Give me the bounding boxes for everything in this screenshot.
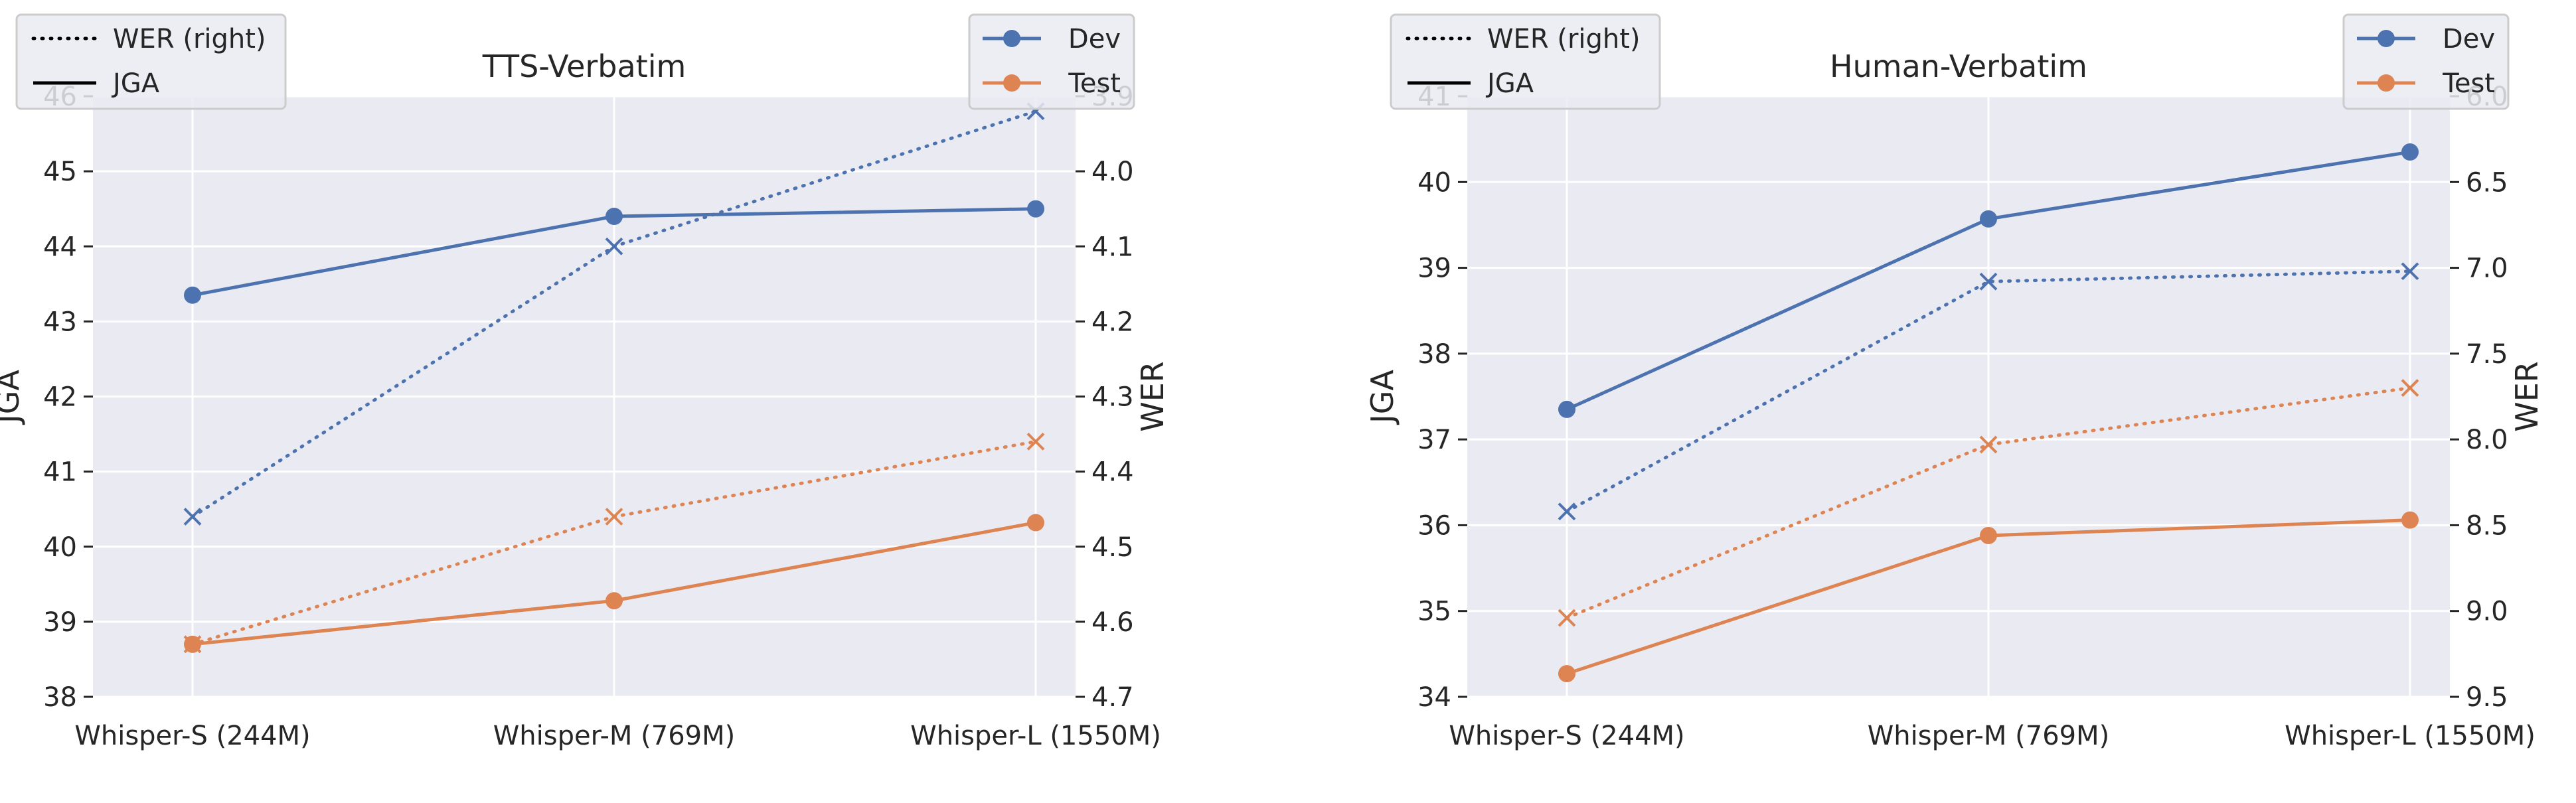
y-tick-label: 40 [1417,167,1451,198]
data-point-circle [1558,400,1575,418]
y-tick-label: 35 [1417,597,1451,627]
data-point-circle [1027,200,1044,218]
y-tick-label: 39 [43,607,77,638]
y2-tick-label: 4.0 [1091,157,1134,187]
x-tick-label: Whisper-L (1550M) [2285,721,2536,751]
data-point-circle [1558,665,1575,683]
y2-tick-label: 4.7 [1091,682,1134,713]
x-marker-stroke [183,508,202,526]
y-tick-label: 40 [43,532,77,563]
x-tick-label: Whisper-M (769M) [493,721,735,751]
y2-tick-label: 9.0 [2466,597,2508,627]
x-marker-stroke [1558,502,1576,521]
y-tick-label: 39 [1417,254,1451,284]
y2-tick-label: 4.2 [1091,307,1134,337]
data-point-x-marker [1979,435,1998,454]
data-point-circle [605,208,623,225]
x-marker-stroke [183,635,202,654]
data-point-x-marker [1558,609,1576,627]
data-point-x-marker [2401,379,2419,397]
y-axis-label: JGA [0,370,26,425]
legend-label: Dev [2443,24,2495,54]
legend-label: WER (right) [1487,24,1641,54]
y-tick-label: 43 [43,307,77,337]
data-point-x-marker [1558,502,1576,521]
y-tick-label: 38 [43,682,77,713]
y-tick-label: 41 [43,457,77,488]
data-point-x-marker [605,237,623,256]
chart-title: TTS-Verbatim [482,48,686,84]
x-tick-label: Whisper-S (244M) [1449,721,1684,751]
legend-label: Test [2442,68,2495,99]
x-marker-stroke [2401,262,2419,281]
legend-label: JGA [111,68,160,99]
legend-swatch-marker [1003,30,1020,47]
legend-linestyle: WER (right) JGA [15,13,287,110]
y2-tick-label: 8.0 [2466,425,2508,455]
legend-linestyle: WER (right) JGA [1390,13,1661,110]
y2-tick-label: 4.4 [1091,457,1134,488]
series-line-wer-dev [1565,269,2412,514]
legend-split: Dev Test [968,13,1135,110]
y2-tick-label: 4.6 [1091,607,1134,638]
x-marker-stroke [1026,432,1045,451]
y-tick-label: 38 [1417,339,1451,370]
legend-swatch-marker [2377,30,2395,47]
chart-panel-1: 3839404142434445463.94.04.14.24.34.44.54… [0,13,1170,751]
y2-tick-label: 7.5 [2466,339,2508,370]
data-point-circle [1980,526,1997,544]
data-point-x-marker [183,635,202,654]
x-marker-stroke [605,237,623,256]
chart-title: Human-Verbatim [1830,48,2087,84]
x-marker-stroke [2401,379,2419,397]
legend-swatch-marker [2377,74,2395,92]
legend-split: Dev Test [2342,13,2510,110]
data-point-circle [2401,511,2419,529]
y2-axis-label: WER [2509,361,2545,432]
y-tick-label: 34 [1417,682,1451,713]
data-point-x-marker [1026,432,1045,451]
legend-label: Test [1068,68,1121,99]
y-tick-label: 42 [43,382,77,413]
y2-tick-label: 8.5 [2466,510,2508,541]
data-point-circle [605,592,623,610]
y2-tick-label: 4.3 [1091,382,1134,413]
legend-label: JGA [1485,68,1534,99]
y-tick-label: 44 [43,232,77,262]
x-marker-stroke [1558,609,1576,627]
y2-tick-label: 7.0 [2466,254,2508,284]
y-tick-label: 37 [1417,425,1451,455]
x-marker-stroke [1979,435,1998,454]
chart-panel-2: 34353637383940416.06.57.07.58.08.59.09.5… [1364,13,2545,751]
x-tick-label: Whisper-M (769M) [1868,721,2109,751]
y-tick-label: 36 [1417,510,1451,541]
x-marker-stroke [1979,272,1998,291]
data-point-circle [184,286,201,304]
data-point-circle [2401,143,2419,161]
x-tick-label: Whisper-S (244M) [74,721,310,751]
data-point-x-marker [605,508,623,526]
y2-tick-label: 4.1 [1091,232,1134,262]
y2-axis-label: WER [1135,361,1170,432]
x-tick-label: Whisper-L (1550M) [910,721,1161,751]
legend-label: Dev [1068,24,1121,54]
y-axis-label: JGA [1364,370,1400,425]
y2-tick-label: 6.5 [2466,167,2508,198]
plot-area [1467,96,2450,697]
y2-tick-label: 9.5 [2466,682,2508,713]
legend-label: WER (right) [113,24,266,54]
data-point-x-marker [2401,262,2419,281]
y-tick-label: 45 [43,157,77,187]
data-point-x-marker [183,508,202,526]
legend-swatch-marker [1003,74,1020,92]
y2-tick-label: 4.5 [1091,532,1134,563]
data-point-circle [1027,514,1044,532]
data-point-x-marker [1979,272,1998,291]
x-marker-stroke [605,508,623,526]
data-point-circle [1980,210,1997,228]
